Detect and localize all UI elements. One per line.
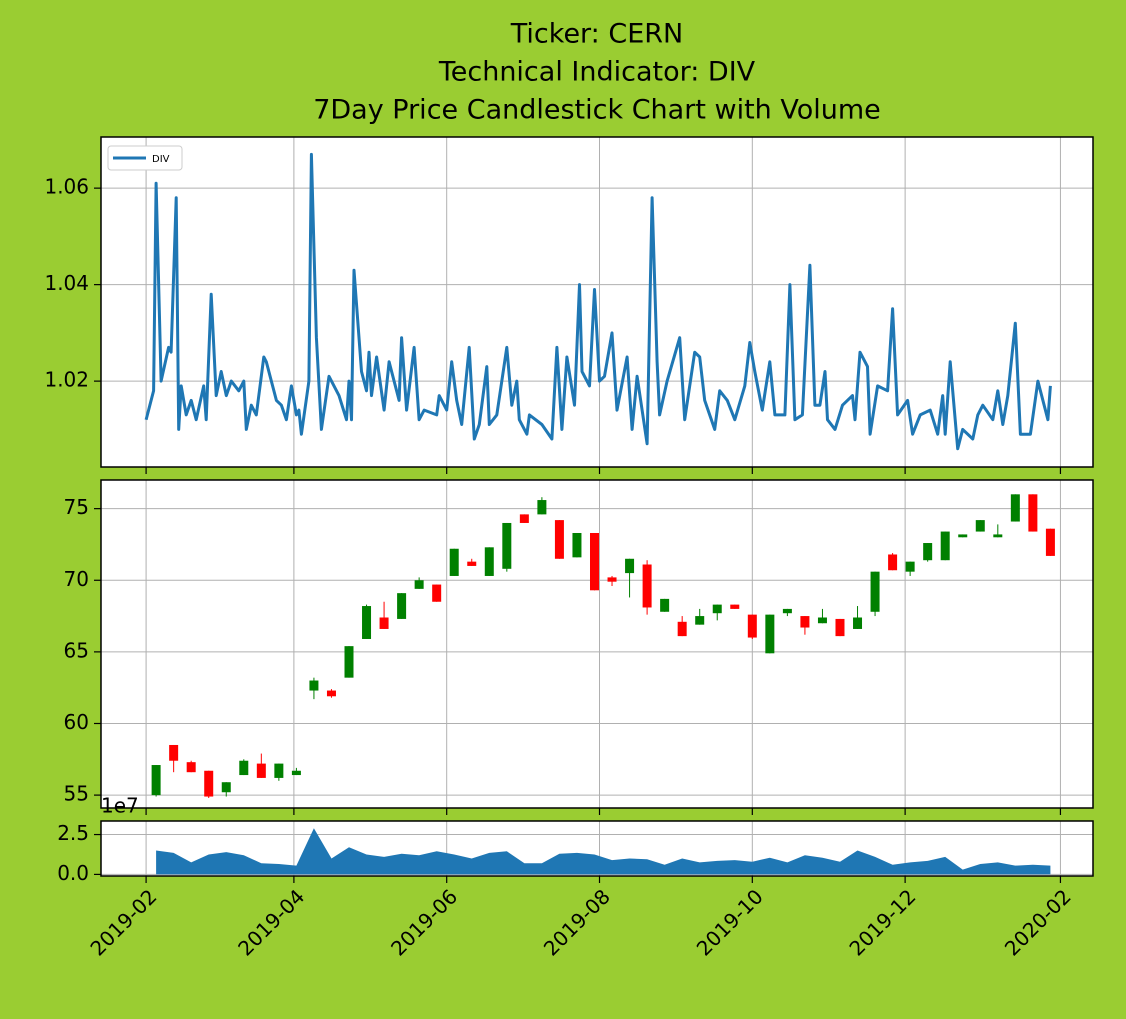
candle-body xyxy=(537,500,547,515)
candle-body xyxy=(712,604,722,614)
candle-body xyxy=(554,520,564,559)
candle-body xyxy=(186,762,196,773)
candle-body xyxy=(817,617,827,624)
candle-body xyxy=(484,547,494,576)
x-tick-label: 2019-02 xyxy=(85,884,161,960)
candle-body xyxy=(1028,494,1038,532)
candle-body xyxy=(958,534,968,538)
plot-frame xyxy=(100,136,1094,468)
x-tick-label: 2019-04 xyxy=(233,884,309,960)
x-tick-label: 2019-06 xyxy=(386,884,462,960)
candle-body xyxy=(853,617,863,629)
candle-body xyxy=(835,618,845,637)
candle-body xyxy=(642,564,652,608)
candle-body xyxy=(975,520,985,532)
candle-body xyxy=(923,543,933,561)
candle-body xyxy=(905,561,915,572)
candle-body xyxy=(782,608,792,614)
candle-body xyxy=(256,763,266,778)
candle-body xyxy=(1010,494,1020,522)
chart-title: 7Day Price Candlestick Chart with Volume xyxy=(313,95,881,126)
candle-body xyxy=(993,534,1003,538)
candle-body xyxy=(940,531,950,561)
y-tick-label: 1.02 xyxy=(44,368,89,392)
plot-frame xyxy=(100,479,1094,809)
candle-body xyxy=(1045,528,1055,556)
candle-body xyxy=(467,561,477,566)
candle-body xyxy=(677,621,687,637)
candle-body xyxy=(888,554,898,571)
candle-body xyxy=(151,765,161,796)
candle-body xyxy=(221,782,231,793)
chart-title: Ticker: CERN xyxy=(510,19,683,50)
x-tick-label: 2019-10 xyxy=(692,884,768,960)
candle-body xyxy=(291,770,301,776)
y-tick-label: 55 xyxy=(64,782,89,806)
x-tick-label: 2019-12 xyxy=(844,884,920,960)
y-tick-label: 70 xyxy=(64,567,89,591)
candle-body xyxy=(397,593,407,619)
candle-body xyxy=(660,598,670,612)
plot-area xyxy=(101,480,1093,808)
candle-body xyxy=(747,614,757,638)
y-tick-label: 75 xyxy=(64,495,89,519)
x-tick-label: 2019-08 xyxy=(539,884,615,960)
candle-body xyxy=(870,571,880,612)
candle-body xyxy=(274,763,284,778)
candle-body xyxy=(502,522,512,569)
y-tick-label: 2.5 xyxy=(57,821,89,845)
candle-body xyxy=(589,532,599,591)
candle-body xyxy=(309,680,319,691)
candle-body xyxy=(607,577,617,582)
candle-body xyxy=(326,690,336,697)
candle-body xyxy=(169,744,179,761)
candle-body xyxy=(414,580,424,589)
y-offset-label: 1e7 xyxy=(101,794,139,818)
volume-area xyxy=(156,828,1051,875)
candle-body xyxy=(519,514,529,523)
candle-body xyxy=(344,646,354,678)
candle-body xyxy=(730,604,740,609)
y-tick-label: 65 xyxy=(64,638,89,662)
candle-body xyxy=(765,614,775,654)
plot-frame xyxy=(100,820,1094,877)
legend-label: DIV xyxy=(152,154,170,165)
candle-body xyxy=(449,548,459,576)
candle-body xyxy=(239,760,249,776)
y-tick-label: 0.0 xyxy=(57,861,89,885)
candle-body xyxy=(432,584,442,602)
candle-body xyxy=(204,770,214,797)
chart-title: Technical Indicator: DIV xyxy=(438,57,756,88)
candle-body xyxy=(800,616,810,628)
x-tick-label: 2020-02 xyxy=(1000,884,1076,960)
candle-body xyxy=(625,558,635,574)
candle-body xyxy=(695,616,705,625)
y-tick-label: 1.04 xyxy=(44,271,89,295)
y-tick-label: 60 xyxy=(64,710,89,734)
line-series xyxy=(144,152,1052,451)
candle-body xyxy=(379,617,389,629)
candle-body xyxy=(572,532,582,558)
y-tick-label: 1.06 xyxy=(44,175,89,199)
candle-body xyxy=(362,606,372,639)
